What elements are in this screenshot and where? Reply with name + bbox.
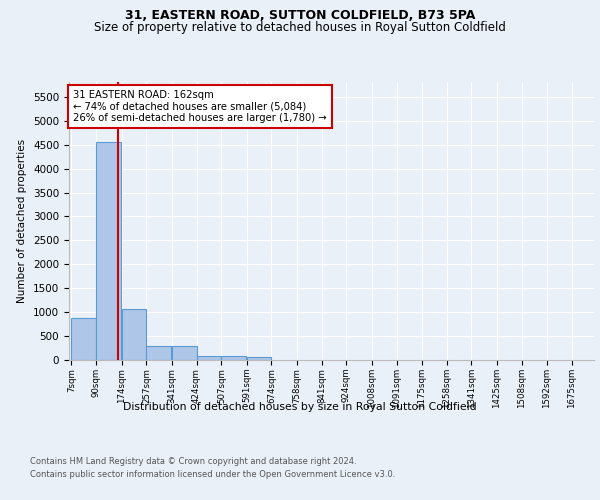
Bar: [197, 356, 221, 360]
Bar: [71, 318, 97, 360]
Y-axis label: Number of detached properties: Number of detached properties: [17, 139, 28, 304]
Text: Size of property relative to detached houses in Royal Sutton Coldfield: Size of property relative to detached ho…: [94, 21, 506, 34]
Bar: [221, 356, 246, 360]
Text: Contains public sector information licensed under the Open Government Licence v3: Contains public sector information licen…: [30, 470, 395, 479]
Text: Contains HM Land Registry data © Crown copyright and database right 2024.: Contains HM Land Registry data © Crown c…: [30, 458, 356, 466]
Bar: [122, 310, 146, 360]
Bar: [97, 142, 121, 360]
Bar: [247, 358, 271, 360]
Text: 31 EASTERN ROAD: 162sqm
← 74% of detached houses are smaller (5,084)
26% of semi: 31 EASTERN ROAD: 162sqm ← 74% of detache…: [73, 90, 326, 123]
Text: 31, EASTERN ROAD, SUTTON COLDFIELD, B73 5PA: 31, EASTERN ROAD, SUTTON COLDFIELD, B73 …: [125, 9, 475, 22]
Text: Distribution of detached houses by size in Royal Sutton Coldfield: Distribution of detached houses by size …: [123, 402, 477, 412]
Bar: [172, 346, 197, 360]
Bar: [146, 346, 172, 360]
